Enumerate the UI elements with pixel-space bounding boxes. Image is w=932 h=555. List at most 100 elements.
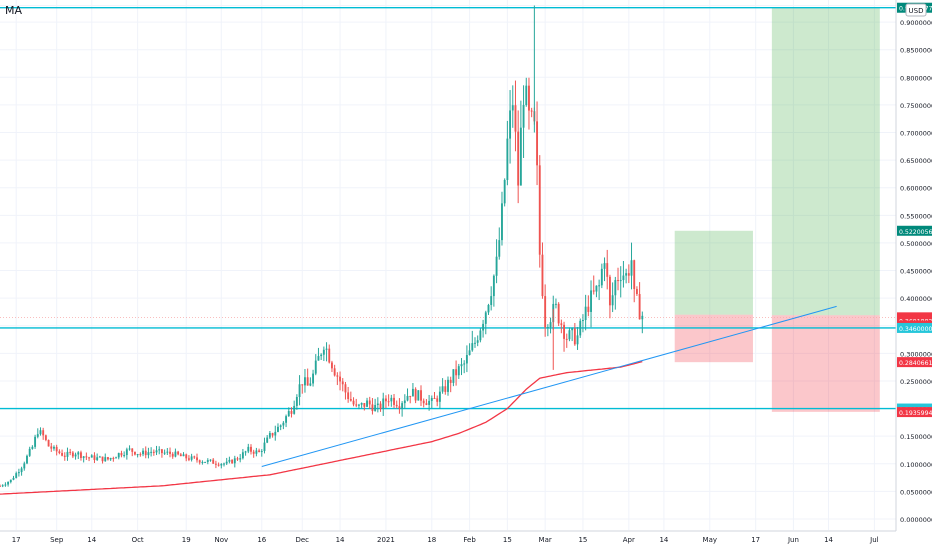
candle-body[interactable] [506, 138, 509, 180]
candle-body[interactable] [133, 451, 136, 455]
candle-body[interactable] [617, 280, 619, 282]
candle-body[interactable] [571, 328, 574, 331]
candle-body[interactable] [530, 110, 533, 112]
candle-body[interactable] [517, 131, 520, 186]
candle-body[interactable] [325, 348, 328, 350]
candle-body[interactable] [474, 342, 476, 344]
candle-body[interactable] [584, 306, 587, 321]
candle-body[interactable] [487, 304, 490, 313]
candle-body[interactable] [74, 454, 77, 457]
candle-body[interactable] [88, 457, 91, 459]
candle-body[interactable] [142, 450, 144, 455]
candle-body[interactable] [633, 260, 636, 289]
candle-body[interactable] [63, 455, 66, 457]
candle-body[interactable] [357, 404, 360, 406]
candle-body[interactable] [576, 335, 579, 345]
candle-body[interactable] [231, 459, 234, 464]
candle-body[interactable] [71, 452, 74, 457]
candle-body[interactable] [217, 464, 220, 466]
candle-body[interactable] [549, 322, 552, 328]
candle-body[interactable] [417, 390, 420, 401]
stop-zone[interactable] [674, 314, 753, 363]
candle-body[interactable] [409, 395, 412, 397]
candle-body[interactable] [630, 260, 633, 276]
candle-body[interactable] [12, 477, 15, 480]
candle-body[interactable] [560, 323, 563, 325]
candle-body[interactable] [80, 452, 82, 458]
candle-body[interactable] [233, 458, 236, 464]
candle-body[interactable] [538, 165, 541, 255]
candle-body[interactable] [61, 453, 64, 456]
candle-body[interactable] [223, 463, 225, 465]
ma-line[interactable] [0, 360, 643, 495]
candle-body[interactable] [9, 479, 12, 483]
candle-body[interactable] [314, 360, 317, 374]
candle-body[interactable] [422, 400, 425, 404]
candle-body[interactable] [452, 369, 455, 383]
candle-body[interactable] [185, 454, 188, 459]
candle-body[interactable] [333, 368, 336, 376]
candle-body[interactable] [568, 330, 571, 340]
candle-body[interactable] [204, 461, 207, 463]
candle-body[interactable] [309, 383, 312, 386]
stop-zone[interactable] [771, 315, 880, 412]
candle-body[interactable] [468, 350, 471, 356]
candle-body[interactable] [371, 404, 374, 412]
candle-body[interactable] [555, 303, 557, 305]
candle-body[interactable] [228, 459, 231, 462]
candle-body[interactable] [482, 323, 485, 331]
candle-body[interactable] [579, 320, 582, 336]
candle-body[interactable] [214, 463, 217, 465]
candle-body[interactable] [363, 402, 366, 407]
candle-body[interactable] [271, 433, 274, 436]
candle-body[interactable] [387, 401, 390, 403]
candle-body[interactable] [139, 454, 142, 456]
candle-body[interactable] [77, 452, 80, 455]
candle-body[interactable] [179, 454, 182, 457]
candle-body[interactable] [85, 456, 88, 458]
candle-body[interactable] [476, 340, 479, 343]
candle-body[interactable] [603, 263, 606, 269]
candle-body[interactable] [514, 105, 517, 132]
candle-body[interactable] [209, 459, 212, 461]
candle-body[interactable] [26, 455, 28, 464]
candle-body[interactable] [298, 384, 301, 397]
candle-body[interactable] [42, 430, 45, 436]
candle-body[interactable] [158, 449, 161, 451]
candle-body[interactable] [182, 454, 185, 457]
candle-body[interactable] [374, 405, 377, 412]
candle-body[interactable] [198, 460, 201, 463]
candle-body[interactable] [438, 391, 441, 402]
candle-body[interactable] [244, 451, 247, 453]
candle-body[interactable] [322, 349, 325, 355]
candle-body[interactable] [206, 460, 209, 462]
candle-body[interactable] [177, 451, 180, 455]
candle-body[interactable] [39, 430, 42, 435]
candle-body[interactable] [98, 456, 101, 458]
candle-body[interactable] [301, 384, 304, 386]
candle-body[interactable] [339, 376, 341, 382]
candle-body[interactable] [384, 398, 387, 402]
candle-body[interactable] [93, 455, 96, 460]
candle-body[interactable] [252, 451, 255, 454]
candle-body[interactable] [347, 392, 350, 400]
candle-body[interactable] [495, 256, 498, 276]
candle-body[interactable] [163, 452, 166, 454]
candle-body[interactable] [196, 457, 198, 461]
candle-body[interactable] [611, 295, 614, 306]
candle-body[interactable] [420, 390, 422, 401]
candle-body[interactable] [23, 463, 26, 469]
candle-body[interactable] [460, 364, 463, 367]
candle-body[interactable] [484, 312, 487, 324]
candle-body[interactable] [490, 296, 493, 305]
candle-body[interactable] [498, 240, 501, 257]
candle-body[interactable] [131, 448, 134, 452]
candle-body[interactable] [341, 381, 344, 385]
candle-body[interactable] [28, 448, 31, 456]
candle-body[interactable] [414, 388, 417, 401]
candle-body[interactable] [66, 451, 69, 457]
candle-body[interactable] [376, 403, 379, 406]
candle-body[interactable] [608, 276, 611, 306]
candle-body[interactable] [379, 403, 382, 409]
